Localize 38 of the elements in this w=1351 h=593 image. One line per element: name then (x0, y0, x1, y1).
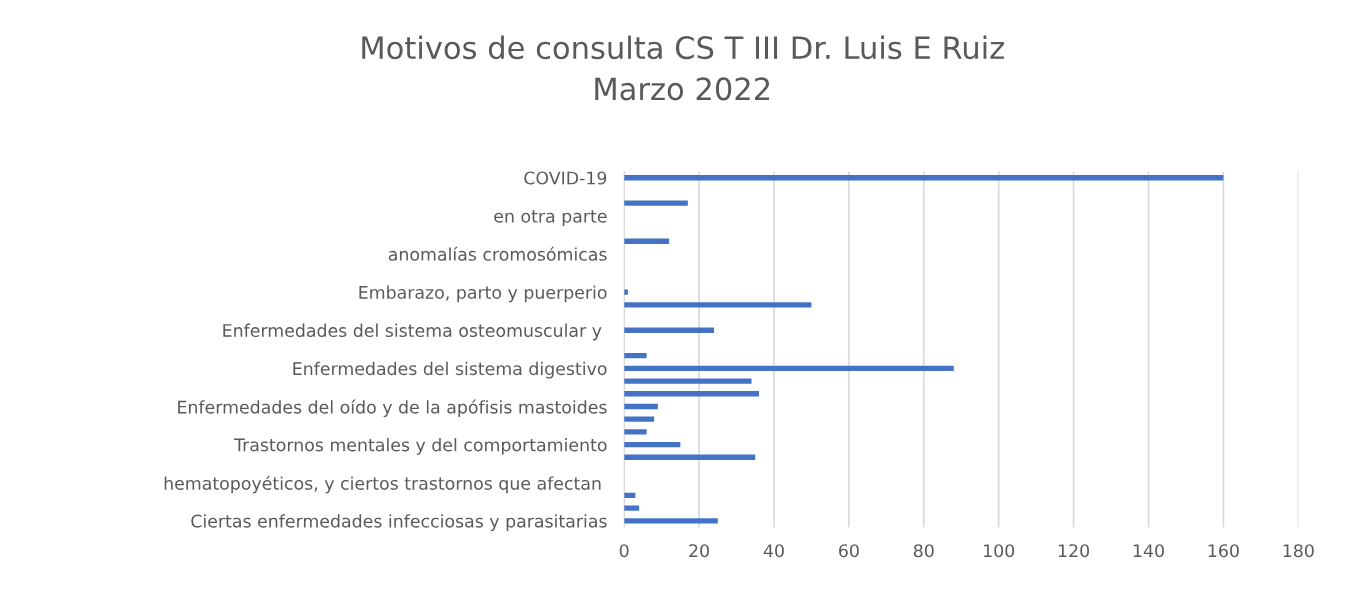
bar (624, 416, 655, 422)
bar (624, 454, 756, 460)
y-tick-label: COVID-19 (524, 171, 607, 185)
y-tick-label: en otra parte (494, 210, 607, 227)
bar (624, 378, 752, 384)
bar (624, 441, 681, 448)
bar (624, 391, 759, 397)
bar (624, 289, 628, 295)
bar (624, 365, 954, 372)
y-tick-label: Ciertas enfermedades infecciosas y parasitarias (191, 514, 607, 532)
y-tick-label: Embarazo, parto y puerperio (359, 285, 607, 303)
bar (624, 352, 647, 359)
y-tick-label: anomalías cromosómicas (388, 246, 607, 261)
x-tick-label: 80 (913, 544, 934, 558)
x-tick-label: 60 (839, 544, 859, 558)
bar (624, 505, 640, 511)
bar (624, 403, 658, 410)
x-tick-label: 0 (619, 544, 629, 558)
bar (624, 327, 715, 333)
bar (624, 302, 812, 308)
bar (624, 175, 1224, 181)
x-tick-label: 180 (1283, 544, 1314, 558)
y-tick-label: Enfermedades del sistema digestivo (293, 361, 607, 379)
chart-title: Motivos de consulta CS T III Dr. Luis E Ruiz Marzo 2022 (362, 35, 1004, 101)
x-tick-label: 20 (689, 544, 709, 558)
x-tick-label: 40 (763, 544, 784, 558)
x-tick-label: 160 (1208, 544, 1239, 558)
bar (624, 200, 688, 206)
y-tick-label: Enfermedades del oído y de la apófisis mastoides (178, 399, 607, 418)
y-tick-label: hematopoyéticos, y ciertos trastornos que afectan (164, 475, 601, 494)
x-tick-label: 100 (984, 544, 1015, 558)
y-tick-label: Enfermedades del sistema osteomuscular y (223, 323, 602, 341)
x-tick-label: 140 (1133, 544, 1164, 558)
y-tick-label: Trastornos mentales y del comportamiento (234, 437, 607, 455)
x-tick-label: 120 (1058, 544, 1090, 558)
bar (624, 238, 670, 244)
bar (624, 518, 718, 524)
bar (624, 429, 647, 435)
